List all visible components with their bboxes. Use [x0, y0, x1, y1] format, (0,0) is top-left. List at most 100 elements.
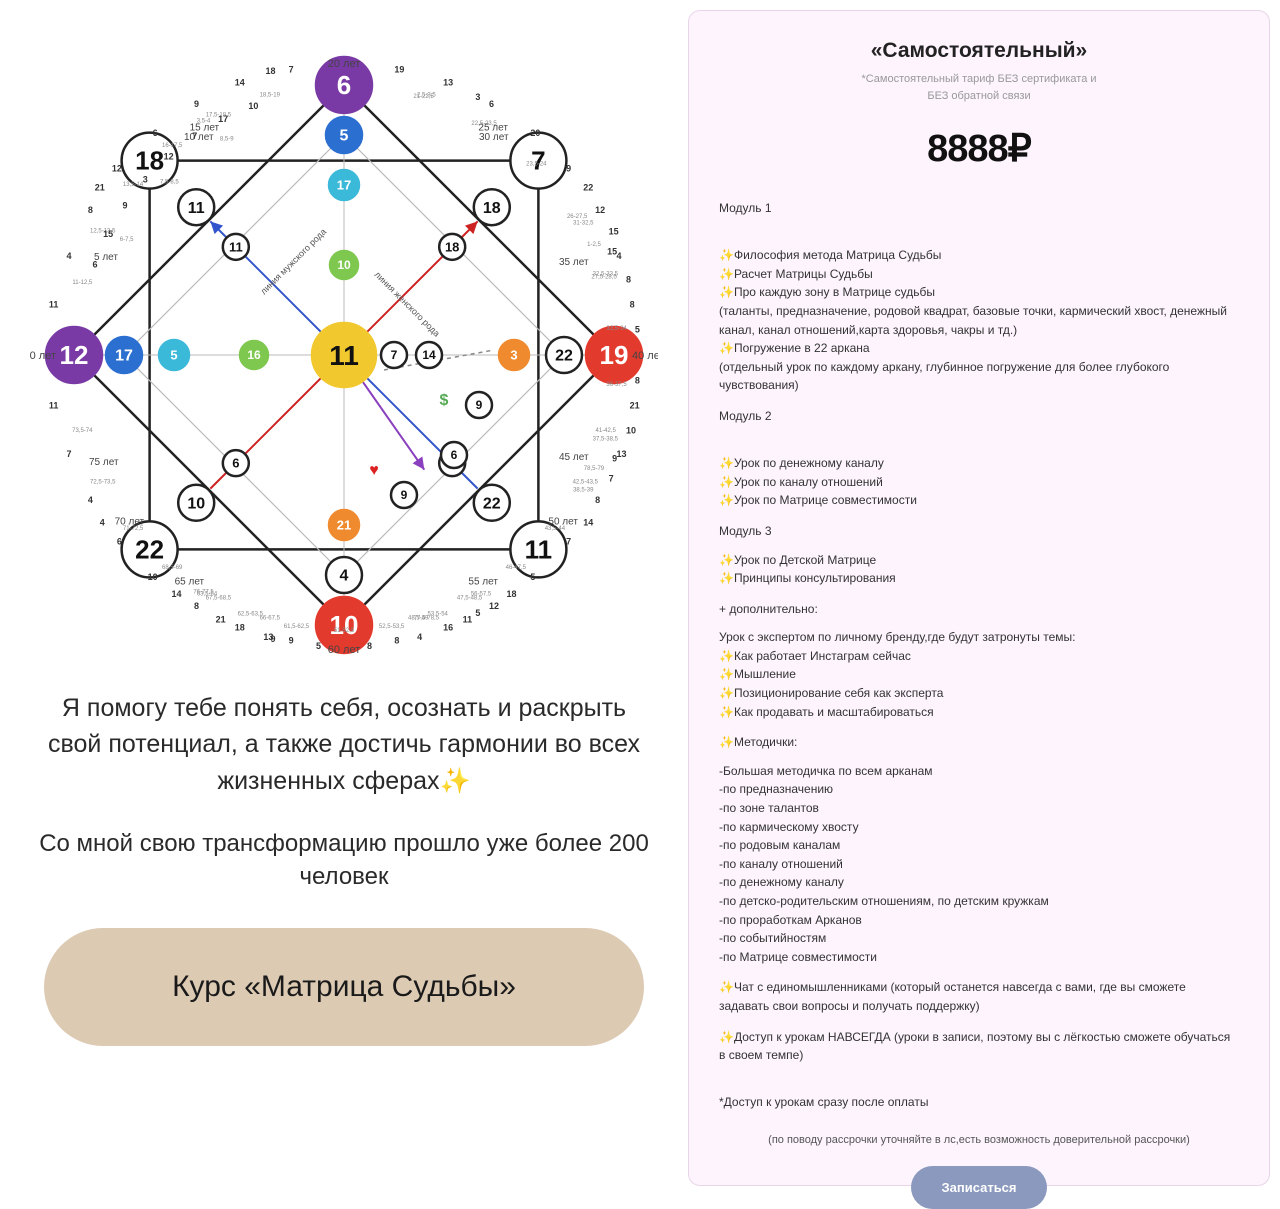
svg-text:18: 18	[445, 239, 459, 254]
svg-text:42,5-43,5: 42,5-43,5	[573, 480, 599, 486]
svg-text:21: 21	[337, 518, 351, 533]
svg-text:32,5-33,5: 32,5-33,5	[593, 272, 619, 278]
svg-text:18: 18	[265, 66, 275, 76]
svg-text:8: 8	[367, 641, 372, 651]
svg-text:71-72,5: 71-72,5	[123, 526, 144, 532]
svg-text:8,5-9: 8,5-9	[220, 137, 234, 143]
svg-text:75 лет: 75 лет	[89, 457, 119, 468]
svg-text:13: 13	[443, 77, 453, 87]
svg-text:5: 5	[530, 572, 535, 582]
svg-text:20 лет: 20 лет	[328, 58, 361, 70]
svg-text:линия женского рода: линия женского рода	[373, 269, 442, 338]
svg-text:18: 18	[483, 200, 501, 217]
svg-text:8: 8	[394, 636, 399, 646]
svg-text:5: 5	[340, 128, 349, 145]
svg-text:4: 4	[617, 251, 622, 261]
svg-text:7: 7	[289, 64, 294, 74]
svg-text:16: 16	[247, 348, 261, 362]
svg-text:5: 5	[475, 608, 480, 618]
svg-text:1-2,5: 1-2,5	[587, 242, 601, 248]
svg-text:3,5-4: 3,5-4	[197, 119, 211, 125]
svg-text:6: 6	[337, 70, 351, 100]
svg-text:73,5-74: 73,5-74	[72, 428, 93, 434]
svg-text:11: 11	[525, 535, 553, 565]
svg-text:10: 10	[337, 258, 351, 272]
svg-text:18: 18	[235, 623, 245, 633]
svg-text:11: 11	[188, 200, 205, 217]
svg-text:78,5-79: 78,5-79	[584, 466, 605, 472]
module1-title: Модуль 1	[719, 199, 1239, 218]
svg-text:11: 11	[49, 400, 59, 410]
svg-text:5: 5	[170, 348, 177, 363]
svg-text:♥: ♥	[369, 462, 379, 479]
svg-text:линия мужского рода: линия мужского рода	[258, 227, 328, 297]
svg-text:4: 4	[88, 495, 93, 505]
svg-text:10: 10	[330, 610, 359, 640]
svg-text:51-52,5: 51-52,5	[334, 628, 355, 634]
svg-text:18: 18	[135, 146, 164, 176]
svg-text:9: 9	[612, 453, 617, 463]
svg-text:40 лет: 40 лет	[632, 350, 658, 362]
svg-text:8: 8	[595, 495, 600, 505]
svg-text:5 лет: 5 лет	[94, 252, 118, 263]
enroll-button[interactable]: Записаться	[911, 1166, 1046, 1209]
svg-text:7: 7	[66, 449, 71, 459]
svg-text:60 лет: 60 лет	[328, 644, 361, 656]
svg-text:33,5-34: 33,5-34	[606, 326, 627, 332]
destiny-matrix-diagram: линия мужского рода линия женского рода ♥ $…	[30, 20, 658, 660]
svg-text:17: 17	[337, 178, 351, 193]
svg-text:26-27,5: 26-27,5	[567, 214, 588, 220]
svg-text:12: 12	[60, 340, 89, 370]
svg-text:41-42,5: 41-42,5	[596, 428, 617, 434]
subheadline: Со мной свою трансформацию прошло уже бо…	[30, 827, 658, 894]
svg-text:6: 6	[153, 128, 158, 138]
svg-text:10: 10	[626, 426, 636, 436]
svg-text:6-7,5: 6-7,5	[120, 237, 134, 243]
svg-text:6: 6	[232, 456, 239, 471]
svg-text:12: 12	[595, 205, 605, 215]
svg-text:22: 22	[135, 535, 164, 565]
svg-text:66-67,5: 66-67,5	[260, 616, 281, 622]
svg-text:13: 13	[617, 449, 627, 459]
svg-text:10 лет: 10 лет	[184, 132, 214, 143]
svg-text:43,5-44: 43,5-44	[545, 526, 566, 532]
svg-text:37,5-38,5: 37,5-38,5	[593, 436, 619, 442]
pricing-card: «Самостоятельный» *Самостоятельный тариф…	[688, 10, 1270, 1186]
headline: Я помогу тебе понять себя, осознать и ра…	[30, 690, 658, 799]
svg-text:18,5-19: 18,5-19	[260, 92, 281, 98]
svg-text:55 лет: 55 лет	[468, 576, 498, 587]
module2-title: Модуль 2	[719, 407, 1239, 426]
svg-text:3: 3	[475, 92, 480, 102]
svg-text:31-32,5: 31-32,5	[573, 220, 594, 226]
installment-note: (по поводу рассрочки уточняйте в лс,есть…	[739, 1132, 1219, 1149]
svg-text:9: 9	[123, 201, 128, 211]
svg-text:14: 14	[422, 348, 436, 362]
plan-title: «Самостоятельный»	[719, 39, 1239, 63]
svg-text:7: 7	[192, 131, 197, 141]
svg-text:8: 8	[635, 375, 640, 385]
plan-body: Модуль 1 ✨Философия метода Матрица Судьб…	[719, 199, 1239, 1112]
course-button[interactable]: Курс «Матрица Судьбы»	[44, 928, 644, 1046]
svg-text:11: 11	[463, 615, 473, 625]
svg-text:30 лет: 30 лет	[479, 132, 509, 143]
svg-text:11: 11	[229, 239, 243, 254]
svg-text:11-12,5: 11-12,5	[72, 280, 93, 286]
svg-text:68,5-69: 68,5-69	[162, 565, 183, 571]
svg-text:38,5-39: 38,5-39	[573, 488, 594, 494]
svg-text:61,5-62,5: 61,5-62,5	[284, 624, 310, 630]
svg-text:4: 4	[417, 632, 422, 642]
svg-text:$: $	[440, 392, 449, 409]
svg-text:13,5-14: 13,5-14	[123, 182, 144, 188]
svg-text:3: 3	[143, 175, 148, 185]
svg-text:72,5-73,5: 72,5-73,5	[90, 480, 116, 486]
svg-text:7,5-8,5: 7,5-8,5	[160, 179, 179, 185]
svg-text:22: 22	[555, 348, 573, 365]
svg-text:11: 11	[49, 300, 59, 310]
plan-subtitle: *Самостоятельный тариф БЕЗ сертификата и…	[719, 71, 1239, 104]
svg-text:8: 8	[626, 274, 631, 284]
svg-text:16-17,5: 16-17,5	[162, 143, 183, 149]
svg-text:45 лет: 45 лет	[559, 452, 589, 463]
svg-text:8: 8	[630, 300, 635, 310]
svg-text:12: 12	[112, 164, 122, 174]
svg-text:14: 14	[583, 517, 593, 527]
